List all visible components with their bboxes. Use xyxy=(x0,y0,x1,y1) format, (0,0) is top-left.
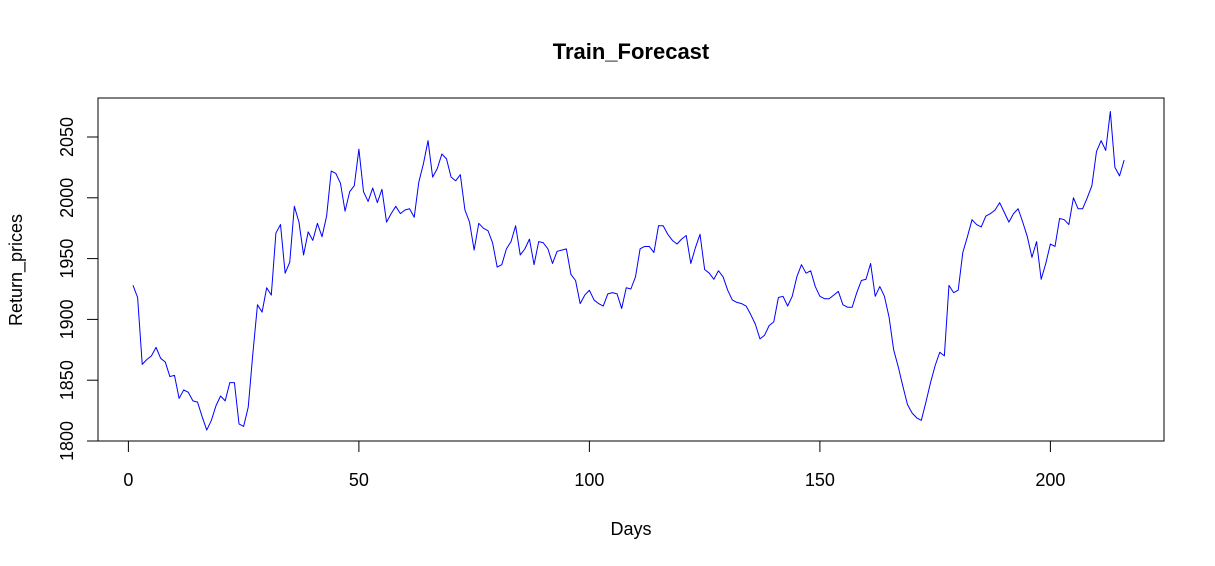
y-tick-label: 1850 xyxy=(57,360,77,400)
series-line xyxy=(132,110,1125,431)
y-tick-label: 1800 xyxy=(57,421,77,461)
y-tick-label: 2000 xyxy=(57,178,77,218)
y-tick-label: 1950 xyxy=(57,239,77,279)
y-tick-label: 1900 xyxy=(57,299,77,339)
x-tick-label: 0 xyxy=(123,470,133,490)
y-axis: 1800 1850 1900 1950 2000 2050 xyxy=(57,117,99,461)
x-axis: 0 50 100 150 200 xyxy=(123,440,1065,490)
x-axis-label: Days xyxy=(610,519,651,539)
series-layer xyxy=(132,110,1125,431)
x-tick-label: 150 xyxy=(805,470,835,490)
x-tick-label: 50 xyxy=(349,470,369,490)
x-tick-label: 200 xyxy=(1035,470,1065,490)
y-axis-label: Return_prices xyxy=(6,214,27,326)
y-tick-label: 2050 xyxy=(57,117,77,157)
chart-title: Train_Forecast xyxy=(553,39,710,64)
plot-frame xyxy=(97,97,1165,442)
x-tick-label: 100 xyxy=(574,470,604,490)
